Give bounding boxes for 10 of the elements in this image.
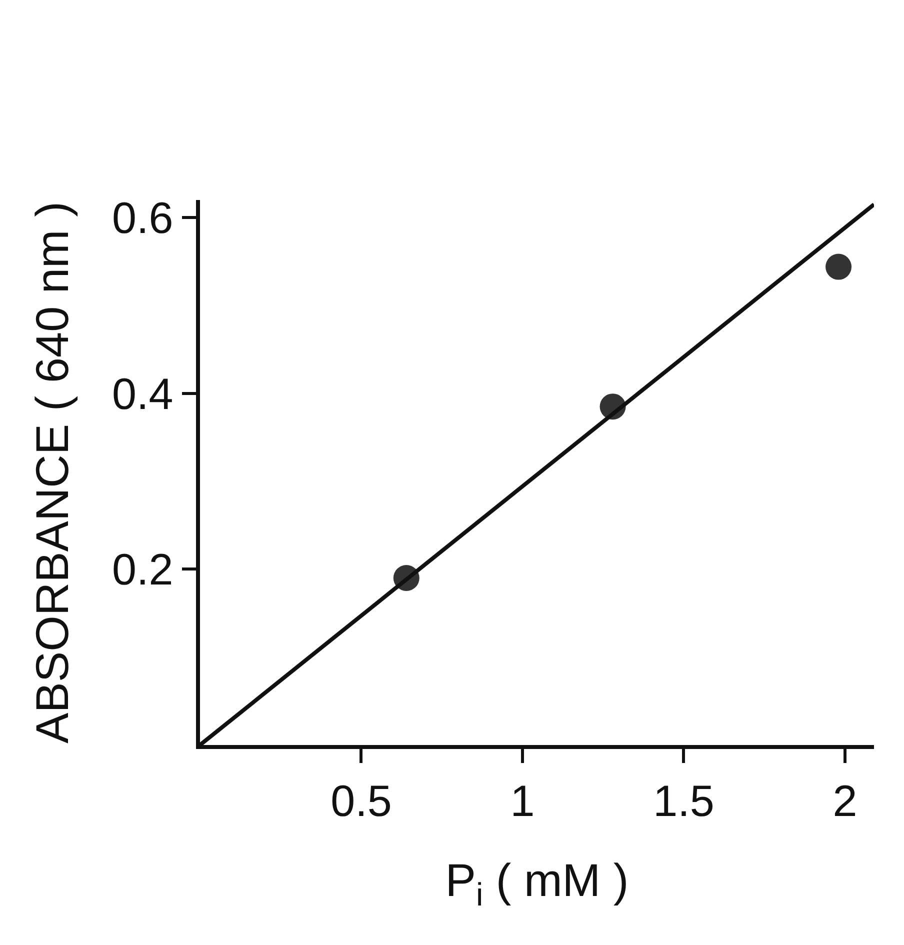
point — [826, 254, 852, 280]
x-axis-title: P$_{i}$ ( mM ) — [445, 854, 629, 913]
x-tick-label: 1 — [510, 776, 535, 826]
y-axis-title: ABSORBANCE ( 640 nm ) — [26, 202, 78, 744]
y-tick-label: 0.2 — [112, 546, 174, 595]
y-tick-label: 0.6 — [112, 194, 174, 243]
x-tick-label: 0.5 — [330, 776, 392, 826]
y-tick-label: 0.4 — [112, 370, 174, 419]
x-tick-label: 2 — [832, 776, 858, 826]
x-tick-label: 1.5 — [653, 776, 714, 826]
